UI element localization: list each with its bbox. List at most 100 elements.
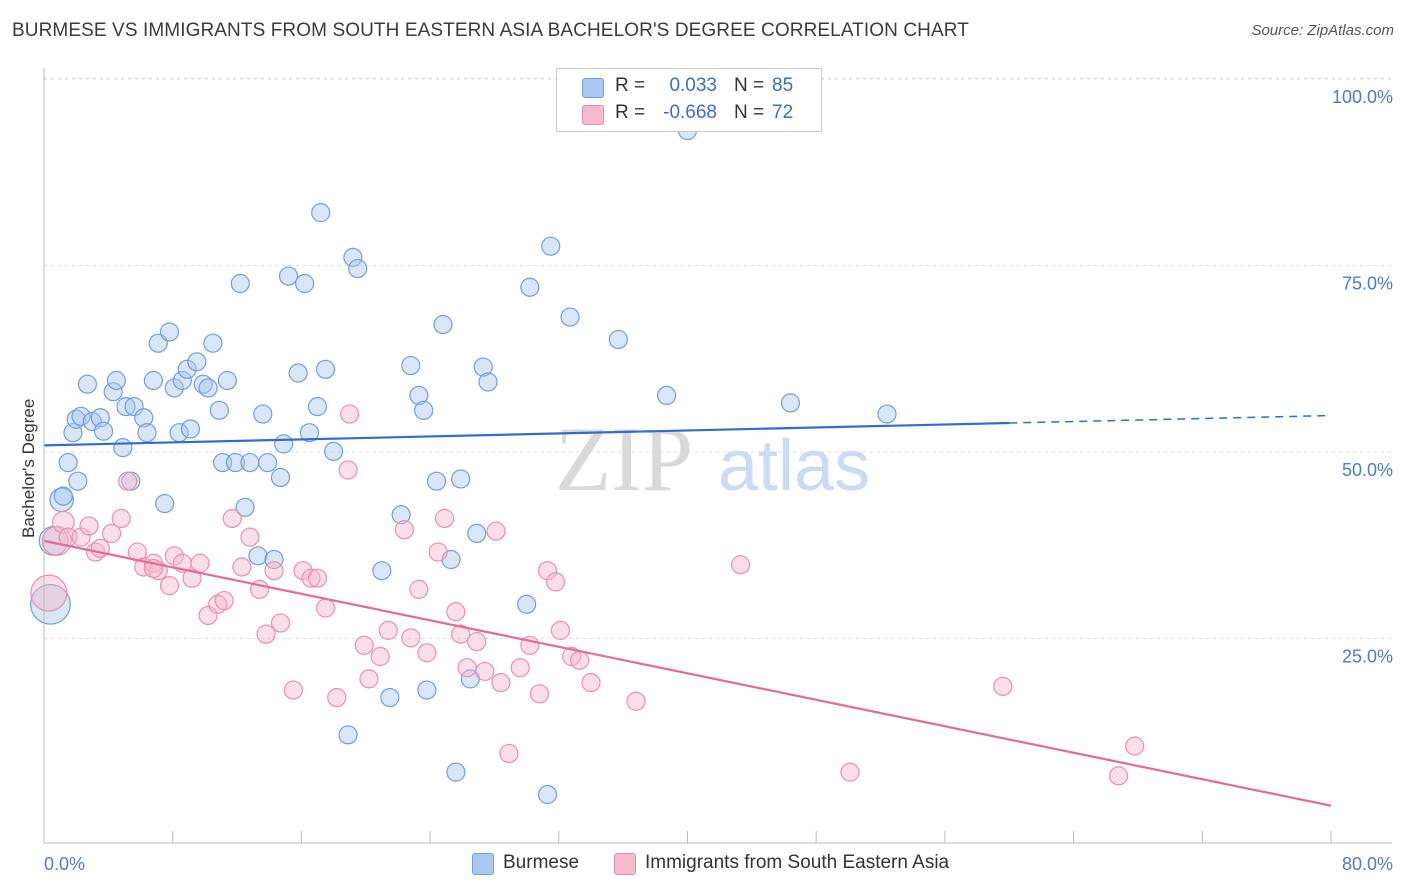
immigrants-point [570, 650, 590, 670]
bottom-legend-label-immigrants: Immigrants from South Eastern Asia [645, 852, 950, 873]
burmese-point [451, 469, 471, 489]
burmese-point [103, 382, 123, 402]
source-note: Source: ZipAtlas.com [1251, 22, 1394, 39]
burmese-point [537, 784, 558, 805]
burmese-point [338, 725, 358, 745]
immigrants-point [626, 691, 646, 711]
bottom-legend-swatch-immigrants [614, 853, 636, 875]
immigrants-point [457, 658, 477, 678]
immigrants-point [428, 542, 448, 562]
burmese-point [187, 352, 207, 372]
burmese-point [137, 423, 157, 443]
burmese-point [278, 266, 299, 286]
immigrants-point [340, 404, 360, 424]
immigrants-point [730, 555, 751, 575]
immigrants-point [467, 631, 487, 652]
legend-n-value: 72 [772, 102, 794, 123]
burmese-point [877, 404, 897, 424]
immigrants-point [301, 568, 321, 588]
burmese-trend-line [43, 421, 1010, 447]
burmese-point [433, 314, 453, 335]
immigrants-point [486, 521, 506, 541]
immigrants-point [71, 527, 91, 547]
legend-r-label: R = [615, 102, 646, 123]
burmese-point [473, 357, 493, 377]
immigrants-point [434, 508, 455, 529]
immigrants-point [359, 669, 379, 689]
immigrants-point [164, 546, 184, 566]
immigrants-point [581, 673, 601, 693]
axis-layer: 25.0% 50.0% 75.0% 100.0% 0.0% 80.0% [43, 68, 1393, 874]
burmese-point [230, 273, 250, 294]
immigrants-point [378, 620, 398, 640]
immigrants-point [315, 598, 336, 618]
burmese-point [155, 493, 175, 514]
burmese-point [77, 374, 98, 394]
immigrants-point [491, 673, 511, 693]
immigrants-point [190, 553, 210, 573]
immigrants-point [270, 613, 291, 633]
burmese-point [143, 370, 163, 391]
immigrants-point [232, 557, 252, 577]
legend-n-value: 85 [772, 75, 794, 96]
watermark-zip: ZIP [555, 408, 693, 510]
burmese-point [58, 452, 78, 473]
immigrants-point [475, 661, 495, 682]
immigrants-point [1125, 736, 1145, 756]
immigrants-point [545, 572, 566, 592]
burmese-point [198, 378, 218, 398]
immigrants-point [550, 620, 571, 640]
bottom-legend-label-burmese: Burmese [503, 852, 580, 873]
burmese-point [391, 505, 411, 525]
burmese-point [134, 408, 154, 428]
burmese-point [608, 329, 628, 350]
immigrants-point [256, 624, 276, 644]
immigrants-point [840, 762, 860, 782]
stats-legend: R = 0.033 N = 85 R = -0.668 N = 72 [556, 68, 822, 132]
legend-row-burmese: R = 0.033 N = 85 [557, 73, 821, 101]
immigrants-point [159, 576, 180, 596]
points-layer [30, 120, 1145, 805]
immigrants-point [370, 646, 390, 667]
burmese-point [295, 273, 315, 294]
immigrants-point [993, 676, 1013, 696]
burmese-point [417, 680, 437, 700]
burmese-point [409, 385, 429, 405]
burmese-point [446, 762, 466, 782]
burmese-point [270, 467, 291, 488]
burmese-point [172, 370, 192, 391]
x-tick-label-min: 0.0% [44, 854, 85, 874]
burmese-point [235, 497, 255, 517]
burmese-point [209, 400, 229, 420]
immigrants-point [111, 508, 131, 529]
burmese-point [288, 363, 308, 383]
burmese-point [180, 419, 200, 439]
immigrants-trend-line [43, 539, 1332, 807]
immigrants-point [537, 561, 558, 581]
y-tick-label: 75.0% [1342, 274, 1393, 294]
chart-title: BURMESE VS IMMIGRANTS FROM SOUTH EASTERN… [12, 20, 969, 41]
immigrants-point [41, 525, 72, 556]
burmese-point [113, 438, 133, 458]
burmese-point [248, 546, 268, 566]
immigrants-point [394, 520, 414, 540]
immigrants-point [510, 658, 530, 678]
burmese-point [116, 396, 136, 417]
immigrants-point [417, 643, 437, 663]
burmese-point [348, 258, 368, 279]
immigrants-point [499, 743, 519, 764]
burmese-point [264, 549, 284, 570]
burmese-point [106, 370, 126, 391]
immigrants-point [214, 590, 234, 611]
burmese-point [323, 441, 344, 461]
bottom-legend-swatch-burmese [472, 853, 494, 875]
burmese-point [30, 583, 71, 625]
y-tick-label: 50.0% [1342, 460, 1393, 480]
immigrants-point [307, 568, 328, 588]
burmese-point [203, 333, 223, 353]
burmese-point [311, 203, 331, 223]
immigrants-point [264, 561, 284, 581]
burmese-point [274, 434, 294, 454]
immigrants-point [529, 684, 550, 704]
legend-swatch-immigrants [582, 105, 604, 125]
